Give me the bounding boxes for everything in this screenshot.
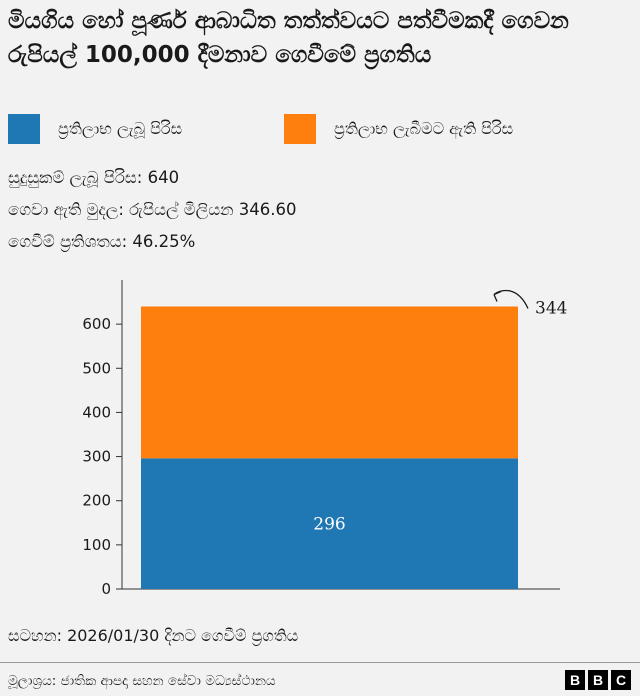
bar-segment: [141, 458, 518, 589]
stacked-bar-chart: 0 100 200 300 400 500 600 296 344: [82, 280, 567, 598]
bbc-logo-letter: B: [565, 670, 585, 690]
y-tick-label: 400: [82, 403, 111, 421]
legend-label-received: ප්‍රතිලාභ ලැබූ පිරිස: [58, 119, 183, 138]
footer-divider: [0, 662, 640, 663]
source-text: මූලාශ්‍රය: ජාතික ආපදා සහන සේවා මධ්‍යස්ථා…: [8, 673, 276, 689]
annotation-arrow: [493, 289, 529, 309]
bbc-logo-letter: B: [588, 670, 608, 690]
legend: ප්‍රතිලාභ ලැබූ පිරිස ප්‍රතිලාභ ලැබීමට ඇත…: [8, 114, 632, 146]
bar-segment: [141, 306, 518, 459]
legend-label-pending: ප්‍රතිලාභ ලැබීමට ඇති පිරිස: [334, 119, 514, 138]
y-tick-label: 100: [82, 536, 111, 554]
bar-value-label: 296: [313, 515, 345, 535]
bar-value-label: 344: [535, 298, 567, 318]
legend-swatch-pending: [284, 114, 316, 144]
legend-item-received: ප්‍රතිලාභ ලැබූ පිරිස: [8, 114, 182, 144]
chart-title: මියගිය හෝ පූර්ණ ආබාධිත තත්ත්වයට පත්වීමකද…: [8, 8, 569, 68]
y-tick-label: 300: [82, 448, 111, 466]
bbc-logo: B B C: [565, 670, 631, 690]
stat-eligible: සුදුසුකම් ලැබූ පිරිස: 640: [8, 168, 180, 187]
legend-swatch-received: [8, 114, 40, 144]
y-tick-label: 600: [82, 315, 111, 333]
y-tick-label: 0: [101, 580, 111, 598]
bbc-logo-letter: C: [611, 670, 631, 690]
chart-note: සටහන: 2026/01/30 දිනට ගෙවීම් ප්‍රගතිය: [8, 626, 299, 645]
stats-block: සුදුසුකම් ලැබූ පිරිස: 640 ගෙවා ඇති මුදල:…: [8, 162, 296, 258]
legend-item-pending: ප්‍රතිලාභ ලැබීමට ඇති පිරිස: [284, 114, 513, 144]
stat-paid-amount: ගෙවා ඇති මුදල: රුපියල් මිලියන 346.60: [8, 200, 297, 219]
y-tick-label: 500: [82, 359, 111, 377]
y-tick-label: 200: [82, 492, 111, 510]
annotation-arrow-head: [493, 290, 502, 302]
stat-paid-percent: ගෙවීම් ප්‍රතිශතය: 46.25%: [8, 232, 196, 251]
